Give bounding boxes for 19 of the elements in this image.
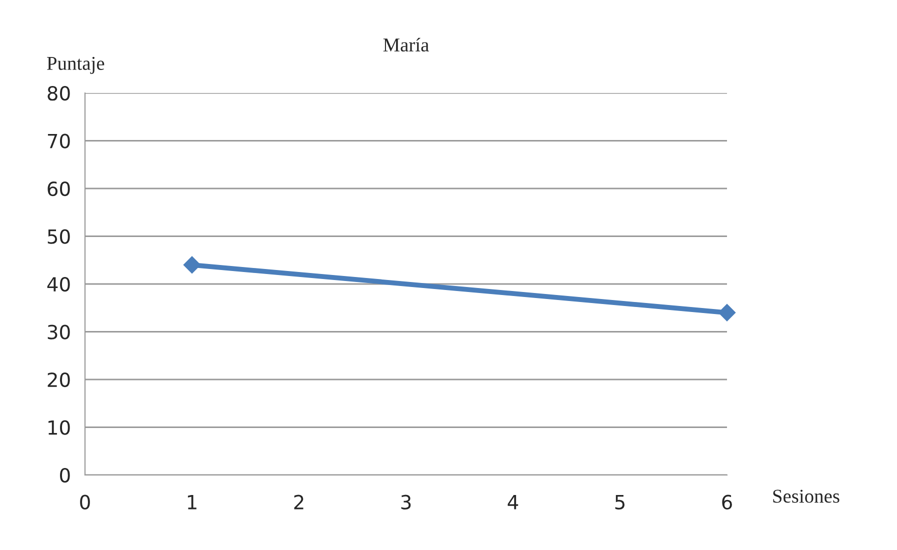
y-tick-label: 40 — [47, 276, 70, 292]
x-tick-label: 2 — [294, 494, 304, 510]
x-tick-label: 3 — [401, 494, 411, 510]
x-tick-label: 1 — [188, 495, 196, 510]
x-tick-label: 4 — [508, 495, 518, 510]
y-axis-title: Puntaje — [47, 56, 104, 74]
x-tick-label: 6 — [722, 494, 732, 510]
y-tick-label: 60 — [48, 181, 70, 196]
chart-title: María — [383, 38, 429, 52]
y-tick-label: 80 — [48, 86, 70, 101]
y-tick-label: 0 — [60, 468, 70, 483]
x-tick-label: 5 — [615, 495, 624, 510]
x-axis-title: Sesiones — [773, 490, 840, 503]
y-tick-label: 30 — [48, 324, 70, 340]
y-tick-label: 20 — [48, 372, 70, 388]
x-tick-label: 0 — [80, 494, 90, 510]
y-tick-label: 10 — [48, 420, 70, 435]
y-tick-label: 70 — [48, 134, 70, 148]
y-tick-label: 50 — [48, 229, 70, 244]
